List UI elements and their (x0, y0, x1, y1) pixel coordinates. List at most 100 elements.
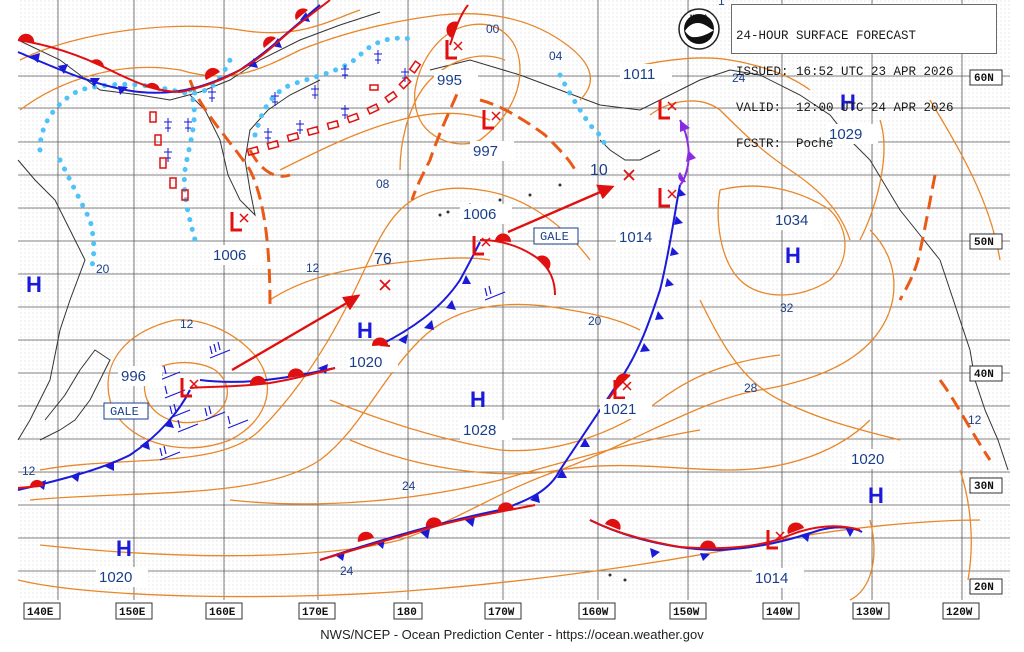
gale-label: GALE (533, 227, 579, 245)
svg-text:150E: 150E (119, 607, 146, 619)
svg-text:GALE: GALE (110, 405, 139, 419)
lon-label: 120W (942, 602, 980, 620)
svg-text:60N: 60N (974, 73, 994, 85)
svg-text:50N: 50N (974, 237, 994, 249)
logo-text: NOAA (690, 15, 708, 21)
svg-text:1034: 1034 (775, 212, 808, 229)
pressure-label: 1014 (752, 568, 804, 588)
svg-text:130W: 130W (856, 607, 883, 619)
pressure-label: 1014 (616, 227, 668, 247)
low-center-7 (180, 378, 199, 398)
high-center-3: H (470, 387, 486, 412)
lon-label: 140W (762, 602, 800, 620)
isobar-label: 76 (374, 251, 392, 268)
svg-text:1029: 1029 (829, 126, 862, 143)
lat-label: 40N (969, 365, 1003, 382)
footer-credit: NWS/NCEP - Ocean Prediction Center - htt… (320, 627, 704, 642)
isobar-label: 28 (744, 381, 758, 395)
pressure-label: 1028 (460, 420, 512, 440)
forecast-info-box: 24-HOUR SURFACE FORECAST ISSUED: 16:52 U… (731, 4, 997, 150)
svg-text:GALE: GALE (540, 230, 569, 244)
svg-text:1014: 1014 (755, 570, 788, 587)
pressure-label: 1021 (600, 399, 652, 419)
longitude-axis: 140E 150E 160E 170E 180 170W 160W 150W 1… (23, 602, 980, 620)
lon-label: 140E (23, 602, 61, 620)
high-center-4: H (116, 536, 132, 561)
isobar-label: 12 (22, 464, 36, 478)
pressure-label: 995 (434, 70, 478, 90)
isobar-label: 00 (486, 22, 500, 36)
lon-label: 170E (298, 602, 336, 620)
lon-label: 170W (484, 602, 522, 620)
valid-time: VALID: 12:00 UTC 24 APR 2026 (736, 101, 954, 115)
svg-text:140E: 140E (27, 607, 54, 619)
map-background (18, 0, 1010, 600)
lat-label: 50N (969, 233, 1003, 250)
lon-label: 130W (852, 602, 890, 620)
pressure-labels: 1006 995 997 1006 1014 1011 1029 1034 99… (96, 64, 900, 588)
pressure-label: 1034 (772, 210, 824, 230)
lat-label: 60N (969, 69, 1003, 86)
isobar-label: 24 (732, 71, 746, 85)
wind-barbs (159, 285, 506, 461)
isobar-label: 24 (340, 564, 354, 578)
svg-text:170E: 170E (302, 607, 329, 619)
forecaster: FCSTR: Poche (736, 137, 834, 151)
pressure-label: 1020 (346, 352, 398, 372)
lat-lon-grid (18, 0, 1010, 600)
occluded-front (678, 119, 696, 186)
noaa-logo-icon: NOAA (678, 8, 720, 50)
heavy-freezing-spray (149, 60, 422, 201)
svg-text:140W: 140W (766, 607, 793, 619)
forecast-title: 24-HOUR SURFACE FORECAST (736, 29, 917, 43)
gale-warnings: GALE GALE (103, 227, 579, 420)
pressure-label: 1020 (96, 567, 148, 587)
freezing-spray-symbols (164, 50, 409, 162)
pressure-label: 1006 (210, 245, 262, 265)
low-pressure-centers (180, 40, 785, 550)
low-center-9 (766, 530, 785, 550)
isobar-label: 20 (96, 262, 110, 276)
svg-text:160W: 160W (582, 607, 609, 619)
isobar-label: 20 (588, 314, 602, 328)
high-pressure-centers: H H H H H H H (26, 90, 884, 561)
svg-text:40N: 40N (974, 369, 994, 381)
svg-text:20N: 20N (974, 582, 994, 594)
svg-text:1020: 1020 (349, 354, 382, 371)
lon-label: 180 (393, 602, 423, 620)
warm-fronts (17, 0, 861, 561)
ice-edge (37, 35, 608, 275)
svg-text:1028: 1028 (463, 422, 496, 439)
low-center-4 (472, 236, 491, 256)
lon-label: 160W (578, 602, 616, 620)
lat-label: 20N (969, 578, 1003, 595)
isobars (17, 9, 1001, 601)
lon-label: 160E (205, 602, 243, 620)
isobar-label: 12 (180, 317, 194, 331)
svg-text:1011: 1011 (623, 66, 655, 83)
svg-text:1021: 1021 (603, 401, 636, 418)
low-center-1 (230, 212, 249, 232)
pressure-label: 996 (118, 366, 162, 386)
isobar-value-labels: 00 04 08 12 12 20 24 76 10 20 24 28 32 1… (22, 0, 982, 578)
pressure-label: 1006 (460, 204, 512, 224)
issued-time: ISSUED: 16:52 UTC 23 APR 2026 (736, 65, 954, 79)
high-center-6: H (785, 243, 801, 268)
isobar-label: 08 (376, 177, 390, 191)
low-center-6 (658, 188, 677, 208)
svg-text:120W: 120W (946, 607, 973, 619)
isobar-label: 24 (402, 479, 416, 493)
isobar-label: 10 (590, 162, 608, 179)
svg-text:995: 995 (437, 72, 462, 89)
svg-text:1014: 1014 (619, 229, 652, 246)
isobar-label: 32 (780, 301, 794, 315)
lon-label: 150E (115, 602, 153, 620)
svg-text:160E: 160E (209, 607, 236, 619)
isobar-label: 12 (968, 413, 982, 427)
high-center-2: H (357, 318, 373, 343)
svg-text:1020: 1020 (99, 569, 132, 586)
pressure-label: 1020 (848, 449, 900, 469)
latitude-axis: 60N 50N 40N 30N 20N (969, 69, 1003, 595)
high-center-5: H (840, 90, 856, 115)
